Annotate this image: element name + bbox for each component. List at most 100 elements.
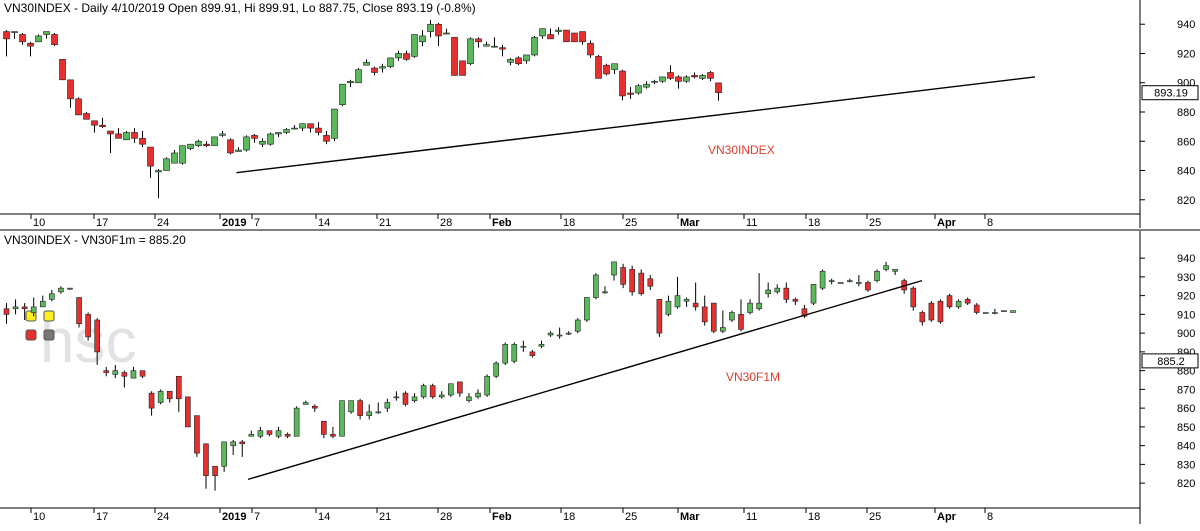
bottom-chart-header: VN30INDEX - VN30F1m = 885.20 xyxy=(4,233,186,247)
series-label: VN30F1M xyxy=(726,370,780,384)
candle-body xyxy=(837,282,844,284)
candle-body xyxy=(539,28,546,37)
candle-body xyxy=(83,113,90,120)
candle-body xyxy=(58,287,64,293)
x-tick-label: 11 xyxy=(746,511,757,523)
candle-body xyxy=(792,299,799,302)
candle-body xyxy=(302,402,309,405)
candle-body xyxy=(355,69,362,84)
candle-body xyxy=(547,332,554,336)
candle-body xyxy=(27,42,34,47)
candle-body xyxy=(384,402,391,409)
x-tick-label: 2019 xyxy=(222,511,246,523)
candle-body xyxy=(643,83,650,88)
candle-body xyxy=(131,132,138,139)
candle-body xyxy=(665,300,672,315)
y-tick-label: 820 xyxy=(1177,195,1195,207)
candle-body xyxy=(175,375,182,400)
candle-body xyxy=(147,146,154,167)
candle-body xyxy=(691,75,698,78)
candle-body xyxy=(656,299,663,334)
x-tick-label: 18 xyxy=(563,511,575,523)
x-tick-label: 28 xyxy=(440,511,452,523)
candle-body xyxy=(139,138,146,145)
y-tick-label: 880 xyxy=(1177,366,1195,378)
x-tick-label: 18 xyxy=(563,217,575,229)
candle-body xyxy=(251,135,258,139)
y-tick-label: 920 xyxy=(1177,291,1195,303)
candle-body xyxy=(185,396,191,428)
candle-body xyxy=(139,370,146,377)
candle-body xyxy=(483,44,490,47)
candle-body xyxy=(212,465,218,476)
last-price-tag: 885.2 xyxy=(1141,353,1199,369)
candle-body xyxy=(531,37,538,56)
top-chart-header: VN30INDEX - Daily 4/10/2019 Open 899.91,… xyxy=(4,1,476,15)
candle-body xyxy=(783,287,790,300)
candle-body xyxy=(76,297,82,325)
y-tick-label: 820 xyxy=(1177,478,1195,490)
candle-body xyxy=(427,23,434,32)
series-label: VN30INDEX xyxy=(708,143,775,157)
candle-body xyxy=(701,306,708,323)
red-indicator xyxy=(25,329,37,341)
candle-body xyxy=(248,434,255,437)
candle-body xyxy=(227,139,234,154)
candle-body xyxy=(347,80,354,84)
candle-body xyxy=(620,267,626,285)
bottom-chart-panel: hsc8208308408508608708808909009109209309… xyxy=(0,231,1199,524)
candle-body xyxy=(379,66,386,69)
candle-body xyxy=(357,400,363,416)
x-tick-label: 10 xyxy=(33,511,45,523)
y-tick-label: 930 xyxy=(1177,272,1195,284)
candle-body xyxy=(19,34,26,43)
candle-body xyxy=(715,82,722,94)
candle-body xyxy=(584,297,590,321)
candle-body xyxy=(874,270,880,281)
y-tick-label: 920 xyxy=(1177,48,1195,60)
candle-body xyxy=(910,287,917,308)
candle-body xyxy=(257,430,264,437)
candle-body xyxy=(499,47,506,50)
candle-body xyxy=(611,63,618,70)
candle-body xyxy=(21,306,28,310)
candle-body xyxy=(928,302,935,321)
candle-body xyxy=(443,32,450,35)
candle-body xyxy=(529,351,536,356)
candle-body xyxy=(571,32,578,43)
candle-body xyxy=(49,293,55,300)
candle-body xyxy=(801,308,808,317)
candle-body xyxy=(602,291,608,294)
candle-body xyxy=(603,64,610,75)
candle-body xyxy=(892,269,898,272)
candle-body xyxy=(707,72,714,79)
candle-body xyxy=(99,124,106,127)
x-tick-label: Feb xyxy=(492,217,512,229)
x-tick-label: 25 xyxy=(869,511,881,523)
candle-body xyxy=(331,108,338,139)
x-tick-label: 25 xyxy=(625,217,637,229)
candle-body xyxy=(865,282,871,291)
candle-body xyxy=(67,287,73,290)
candle-body xyxy=(67,79,74,100)
candle-body xyxy=(235,149,242,152)
candle-body xyxy=(593,274,599,298)
candle-body xyxy=(595,56,602,79)
candle-body xyxy=(163,158,170,171)
y-tick-label: 870 xyxy=(1177,384,1195,396)
y-tick-label: 850 xyxy=(1177,422,1195,434)
candle-body xyxy=(130,370,137,379)
candle-body xyxy=(467,38,474,65)
candle-body xyxy=(419,35,426,43)
candle-body xyxy=(259,140,266,145)
candle-body xyxy=(166,390,173,400)
x-tick-label: 7 xyxy=(254,217,260,229)
candle-body xyxy=(402,392,409,405)
candle-body xyxy=(411,34,418,57)
x-tick-label: 7 xyxy=(254,511,260,523)
candle-body xyxy=(955,300,962,308)
candle-body xyxy=(1010,310,1016,313)
last-price-label: 885.2 xyxy=(1157,356,1185,368)
